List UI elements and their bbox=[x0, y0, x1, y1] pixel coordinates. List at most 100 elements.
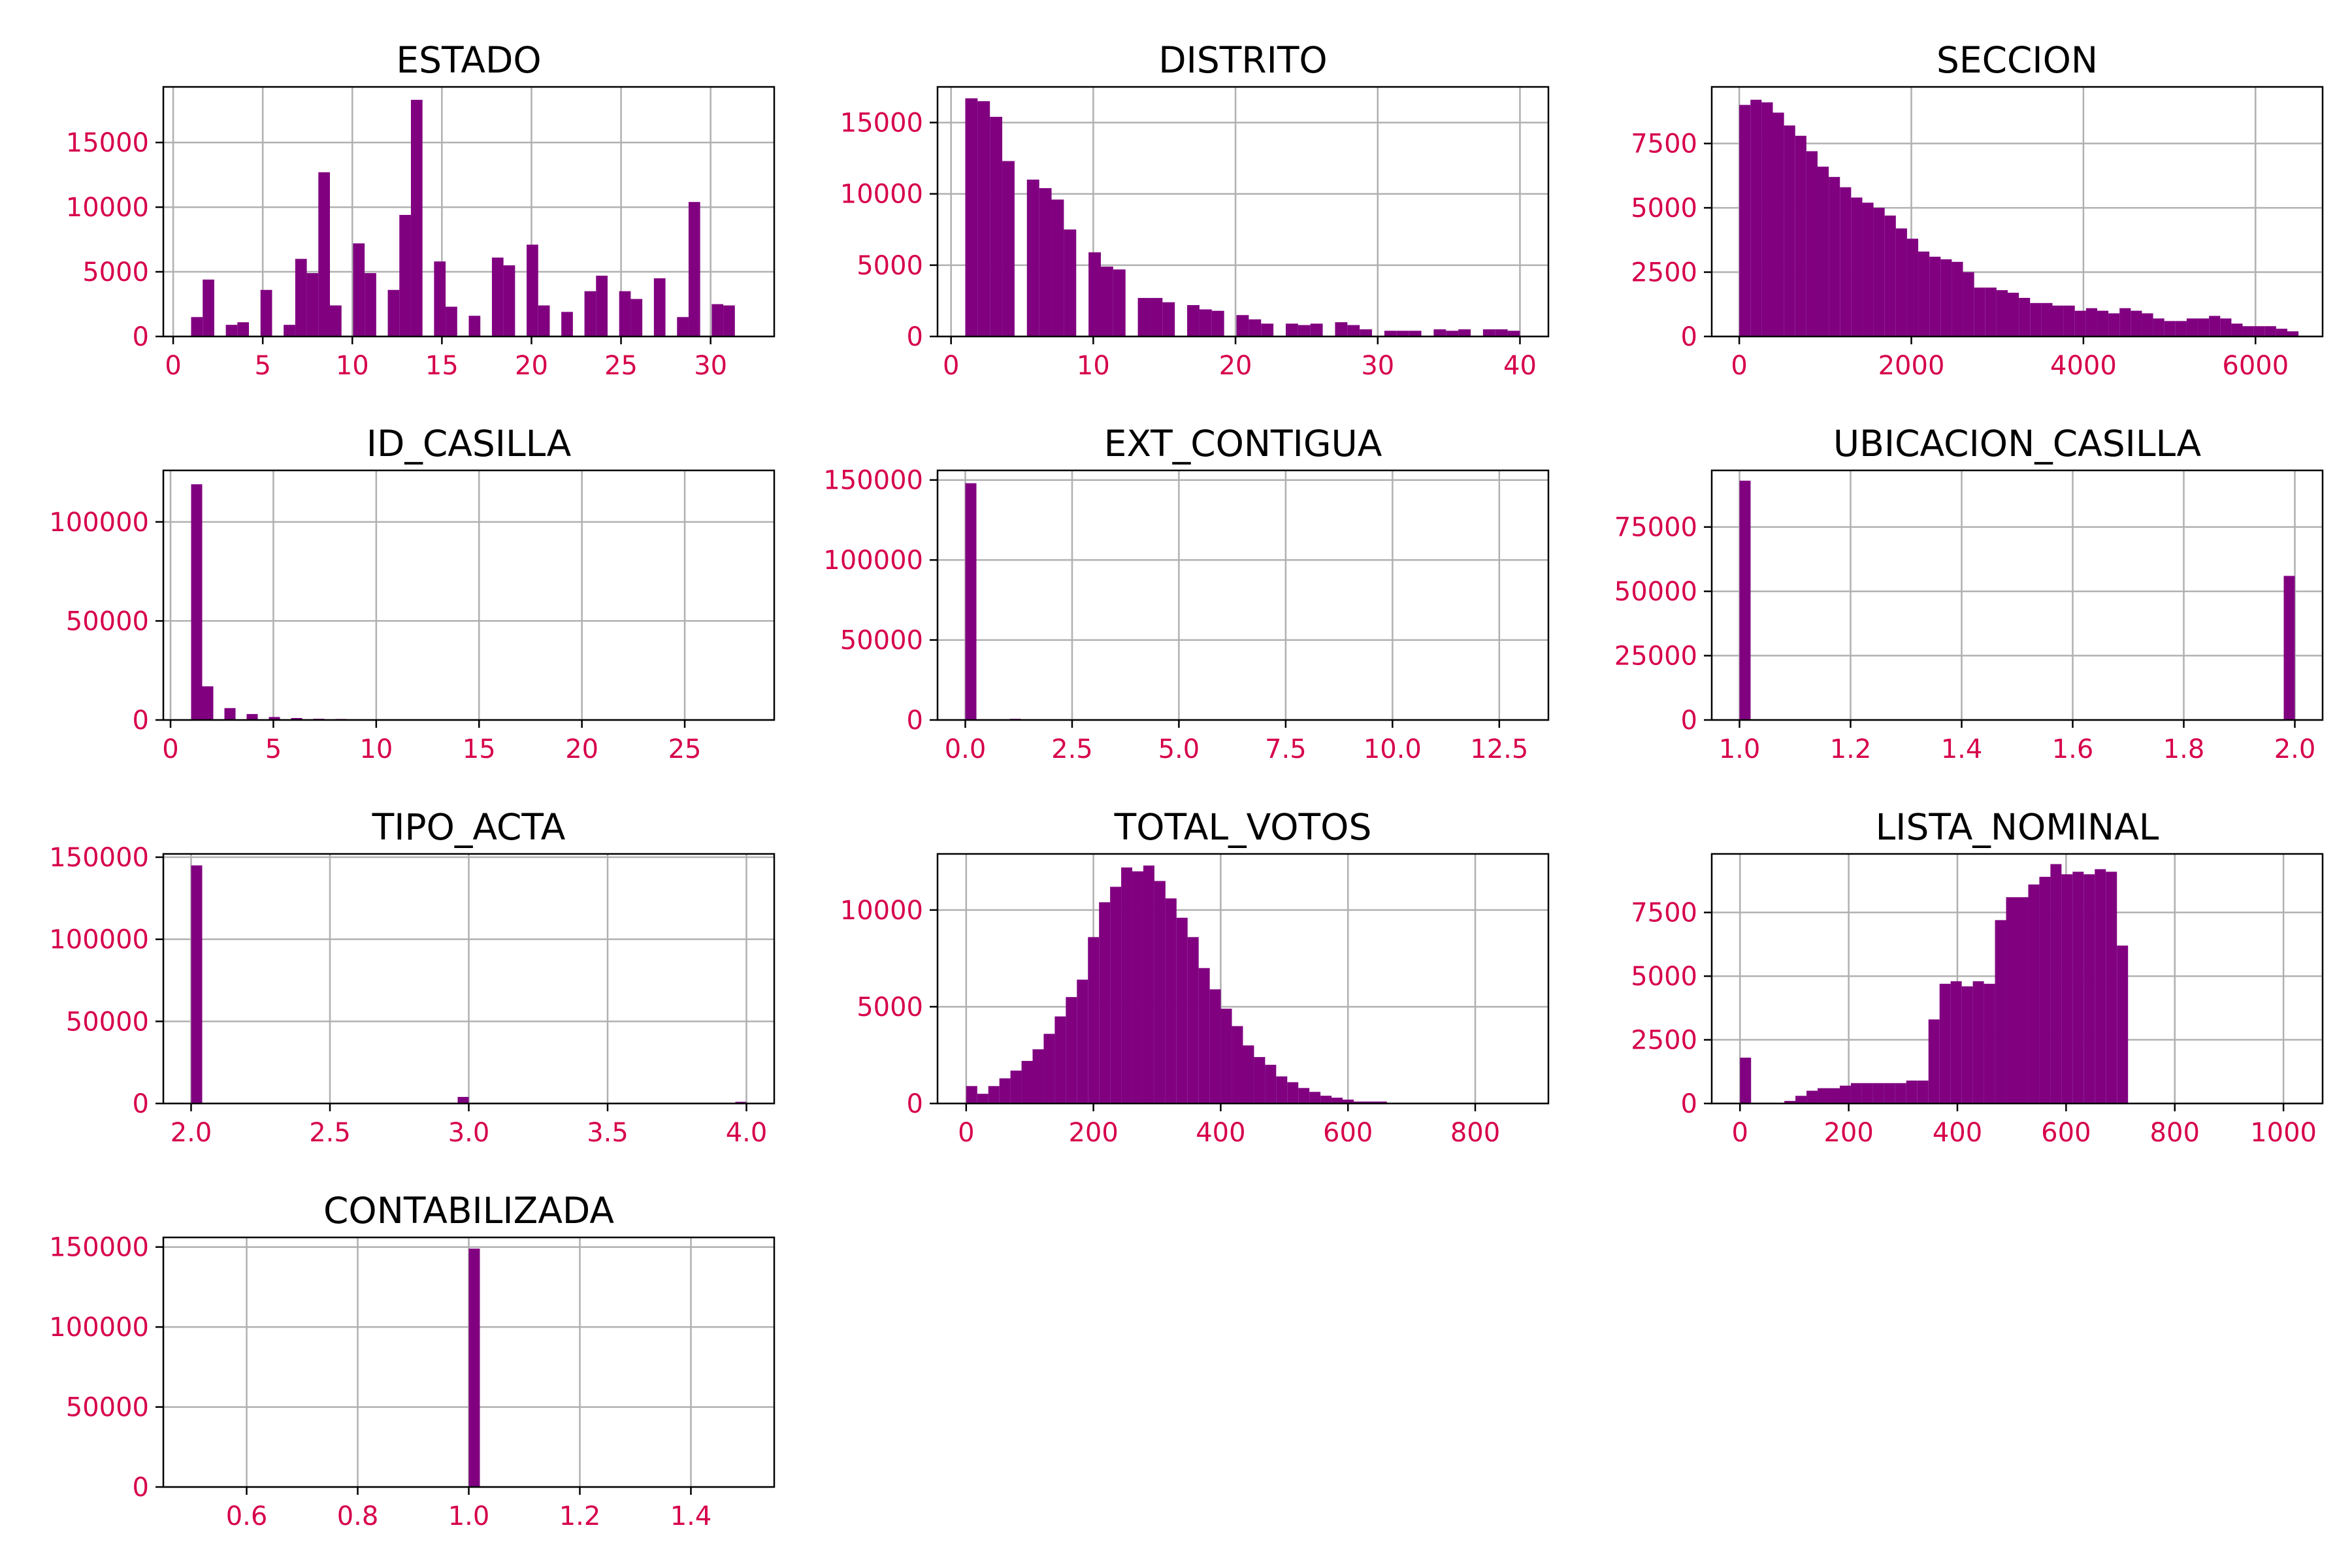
histogram-bar bbox=[2017, 897, 2029, 1103]
histogram-bar bbox=[260, 289, 272, 336]
x-tick-label: 5 bbox=[265, 734, 282, 764]
y-tick-label: 7500 bbox=[1631, 129, 1697, 159]
panel-title: ESTADO bbox=[396, 39, 541, 81]
histogram-bar bbox=[503, 265, 515, 336]
histogram-bar bbox=[2283, 576, 2295, 720]
x-tick-label: 1.0 bbox=[1719, 734, 1761, 764]
histogram-bar bbox=[191, 484, 203, 720]
y-tick-label: 5000 bbox=[857, 992, 923, 1022]
histogram-bar bbox=[1209, 989, 1221, 1103]
histogram-bar bbox=[446, 306, 457, 336]
y-tick-label: 50000 bbox=[66, 1393, 149, 1423]
y-tick-label: 0 bbox=[907, 706, 923, 736]
histogram-bar bbox=[1939, 983, 1951, 1103]
histogram-panel-seccion: 0 2000 4000 6000 0 2500 5000 7500 SECCION bbox=[1631, 39, 2324, 381]
histogram-bar bbox=[1026, 179, 1039, 336]
histogram-bar bbox=[1409, 331, 1422, 336]
y-tick-label: 75000 bbox=[1614, 513, 1697, 543]
histogram-panel-lista-nominal: 0 200 400 600 800 1000 0 2500 5000 7500 LISTA_NOMI… bbox=[1631, 806, 2324, 1148]
histogram-bar bbox=[1347, 325, 1360, 336]
x-tick-label: 400 bbox=[1933, 1118, 1982, 1148]
x-tick-label: 4.0 bbox=[726, 1118, 768, 1148]
histogram-bar bbox=[966, 1086, 977, 1103]
histogram-bar bbox=[2097, 310, 2109, 336]
x-tick-label: 6000 bbox=[2222, 351, 2289, 381]
histogram-bar bbox=[735, 1102, 747, 1103]
histogram-bar bbox=[2153, 318, 2164, 336]
panel-title: LISTA_NOMINAL bbox=[1876, 806, 2159, 848]
histogram-bar bbox=[1972, 981, 1984, 1103]
histogram-bar bbox=[1507, 331, 1520, 336]
histogram-bar bbox=[2264, 326, 2276, 336]
x-tick-label: 40 bbox=[1503, 351, 1537, 381]
histogram-bar bbox=[2175, 321, 2187, 336]
x-tick-label: 0 bbox=[1731, 351, 1747, 381]
histogram-bar bbox=[1884, 215, 1896, 336]
histogram-bar bbox=[1298, 325, 1311, 336]
histogram-bar bbox=[1043, 1034, 1055, 1103]
y-tick-label: 0 bbox=[1681, 322, 1697, 352]
x-tick-label: 200 bbox=[1823, 1118, 1873, 1148]
histogram-bar bbox=[2253, 326, 2265, 336]
histogram-bar bbox=[1249, 319, 1262, 336]
histogram-bar bbox=[1929, 256, 1941, 336]
histogram-bar bbox=[1088, 937, 1100, 1103]
histogram-bar bbox=[1243, 1045, 1254, 1103]
panel-title: TIPO_ACTA bbox=[372, 806, 566, 848]
histogram-bar bbox=[237, 322, 250, 336]
panel-title: SECCION bbox=[1936, 39, 2098, 81]
histogram-bar bbox=[1433, 329, 1446, 336]
histogram-bar bbox=[295, 259, 307, 336]
histogram-bar bbox=[1884, 1083, 1895, 1103]
histogram-bar bbox=[977, 1094, 988, 1103]
histogram-bar bbox=[1829, 176, 1840, 336]
histogram-bar bbox=[224, 708, 236, 720]
histogram-bar bbox=[1236, 315, 1249, 336]
histogram-bar bbox=[2106, 872, 2117, 1103]
histogram-bar bbox=[1851, 197, 1863, 336]
y-tick-label: 15000 bbox=[840, 108, 923, 139]
histogram-bar bbox=[1806, 151, 1818, 336]
x-tick-label: 2.0 bbox=[2274, 734, 2316, 764]
x-tick-label: 600 bbox=[2041, 1118, 2091, 1148]
y-tick-label: 5000 bbox=[1631, 962, 1697, 992]
axes-frame bbox=[936, 469, 1550, 721]
histogram-bar bbox=[2083, 874, 2095, 1103]
y-tick-label: 0 bbox=[133, 706, 149, 736]
histogram-bar bbox=[2131, 310, 2142, 336]
histogram-bar bbox=[1963, 272, 1974, 336]
x-tick-label: 15 bbox=[463, 734, 496, 764]
x-tick-label: 3.5 bbox=[587, 1118, 629, 1148]
histogram-bar bbox=[1862, 203, 1874, 336]
panel-title: EXT_CONTIGUA bbox=[1104, 423, 1382, 465]
histogram-bar bbox=[1995, 920, 2006, 1103]
histogram-bar bbox=[1077, 979, 1088, 1103]
histogram-bar bbox=[468, 1249, 480, 1487]
histogram-bar bbox=[1211, 310, 1224, 336]
y-tick-label: 0 bbox=[1681, 1089, 1697, 1119]
histogram-bar bbox=[538, 305, 550, 336]
histogram-bar bbox=[457, 1096, 469, 1103]
histogram-bar bbox=[2050, 864, 2062, 1103]
histogram-bar bbox=[318, 172, 330, 336]
y-tick-label: 2500 bbox=[1631, 258, 1697, 288]
x-tick-label: 0.6 bbox=[226, 1501, 268, 1531]
x-tick-label: 30 bbox=[1361, 351, 1394, 381]
histogram-bar bbox=[387, 289, 400, 336]
y-tick-label: 150000 bbox=[823, 466, 923, 496]
histogram-bar bbox=[1320, 1096, 1332, 1103]
histogram-bar bbox=[2006, 897, 2017, 1103]
histogram-bar bbox=[1384, 331, 1397, 336]
axes-frame bbox=[162, 86, 776, 338]
x-tick-label: 20 bbox=[1219, 351, 1252, 381]
histogram-bar bbox=[2142, 313, 2153, 336]
histogram-bar bbox=[1032, 1049, 1044, 1103]
histogram-bar bbox=[2117, 945, 2129, 1103]
histogram-bar bbox=[1143, 865, 1154, 1103]
histogram-bar bbox=[1088, 252, 1101, 336]
histogram-bar bbox=[1353, 1102, 1365, 1103]
histogram-bar bbox=[999, 1078, 1011, 1103]
y-tick-label: 10000 bbox=[840, 180, 923, 210]
histogram-bar bbox=[1176, 917, 1188, 1103]
y-tick-label: 50000 bbox=[840, 626, 923, 656]
